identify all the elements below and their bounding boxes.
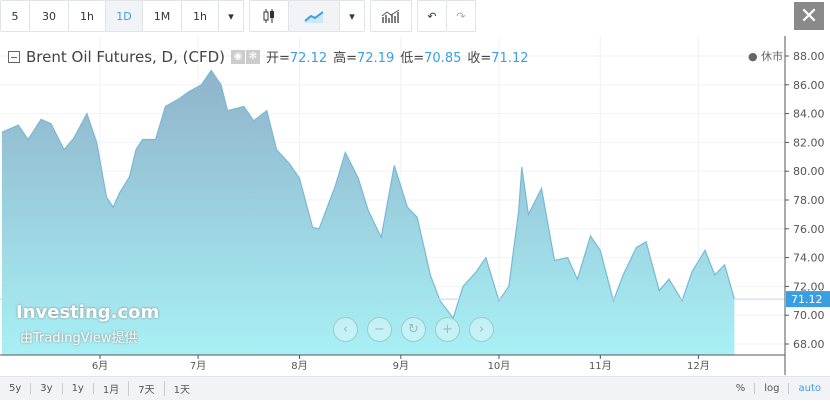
undo-icon[interactable]: ↶ — [417, 0, 447, 32]
last-price-badge — [786, 291, 830, 308]
redo-icon[interactable]: ↷ — [446, 0, 476, 32]
last-price-label: 71.12 — [791, 293, 823, 306]
interval-5[interactable]: 5 — [0, 0, 30, 32]
symbol-title: Brent Oil Futures, D, (CFD) — [26, 47, 225, 66]
price-chart[interactable]: 68.00 70.00 72.00 74.00 76.00 78.00 80.00 82.00… — [0, 36, 830, 376]
chart-type-dropdown[interactable]: ▾ — [339, 0, 365, 32]
interval-1D[interactable]: 1D — [105, 0, 143, 32]
range-3y[interactable]: 3y — [31, 383, 63, 394]
range-5y[interactable]: 5y — [0, 383, 32, 394]
interval-30[interactable]: 30 — [29, 0, 69, 32]
interval-1M[interactable]: 1M — [142, 0, 182, 32]
interval-dropdown[interactable]: ▾ — [218, 0, 244, 32]
collapse-icon[interactable] — [8, 50, 20, 63]
y-tick-label: 72.00 — [793, 280, 825, 293]
y-tick-label: 84.00 — [793, 108, 825, 121]
interval-1h[interactable]: 1h — [68, 0, 106, 32]
candlestick-icon[interactable] — [249, 0, 289, 32]
x-tick-label: 7月 — [190, 360, 206, 372]
y-tick-label: 82.00 — [793, 136, 825, 149]
provider-text: 由TradingView提供 — [20, 331, 138, 346]
scroll-right-icon[interactable]: › — [469, 317, 494, 342]
close-value: 71.12 — [491, 51, 529, 66]
x-tick-label: 9月 — [393, 360, 409, 372]
range-1d[interactable]: 1天 — [173, 385, 190, 396]
zoom-out-icon[interactable]: − — [367, 317, 392, 342]
open-value: 72.12 — [289, 51, 328, 66]
bottom-bar: 5y 3y 1y 1月 7天 1天 % log auto — [0, 376, 830, 400]
scroll-left-icon[interactable]: ‹ — [333, 317, 358, 342]
open-label: 开= — [265, 51, 290, 66]
low-value: 70.85 — [424, 51, 462, 66]
close-label: 收= — [467, 51, 492, 66]
x-tick-label: 6月 — [92, 360, 108, 372]
x-tick-label: 11月 — [589, 360, 612, 372]
price-line — [1, 69, 735, 320]
auto-toggle[interactable]: auto — [798, 383, 821, 394]
gear-icon[interactable]: ✻ — [245, 49, 260, 64]
area-chart-icon[interactable] — [288, 0, 340, 32]
percent-toggle[interactable]: % — [727, 383, 756, 394]
y-tick-label: 74.00 — [793, 252, 825, 265]
range-1y[interactable]: 1y — [63, 383, 94, 394]
investing-logo: Investing.com — [16, 302, 160, 323]
high-value: 72.19 — [357, 51, 395, 66]
y-tick-label: 80.00 — [793, 165, 825, 178]
x-tick-label: 8月 — [291, 360, 307, 372]
price-area — [1, 70, 735, 356]
log-toggle[interactable]: log — [755, 383, 790, 394]
close-button[interactable]: ✕ — [794, 2, 824, 30]
x-tick-label: 12月 — [687, 360, 710, 372]
y-tick-label: 70.00 — [793, 309, 825, 322]
interval-1h[interactable]: 1h — [181, 0, 219, 32]
y-tick-label: 78.00 — [793, 194, 825, 207]
toolbar: 5 30 1h 1D 1M 1h ▾ ▾ ↶ ↷ — [0, 0, 481, 34]
y-tick-label: 88.00 — [793, 50, 825, 63]
reset-icon[interactable]: ↻ — [401, 317, 426, 342]
y-tick-label: 68.00 — [793, 338, 825, 351]
eye-icon[interactable]: ◉ — [230, 49, 245, 64]
chart-legend: Brent Oil Futures, D, (CFD) ◉ ✻ 开=72.12 高… — [8, 47, 528, 66]
chart-navigation: ‹ − ↻ + › — [333, 317, 494, 342]
indicators-icon[interactable] — [370, 0, 412, 32]
zoom-in-icon[interactable]: + — [435, 317, 460, 342]
high-label: 高= — [333, 51, 358, 66]
y-tick-label: 86.00 — [793, 79, 825, 92]
range-1m[interactable]: 1月 — [94, 381, 130, 396]
range-7d[interactable]: 7天 — [129, 381, 165, 396]
market-status: ● 休市 — [748, 50, 784, 63]
x-tick-label: 10月 — [488, 360, 511, 372]
low-label: 低= — [400, 51, 425, 66]
y-tick-label: 76.00 — [793, 223, 825, 236]
